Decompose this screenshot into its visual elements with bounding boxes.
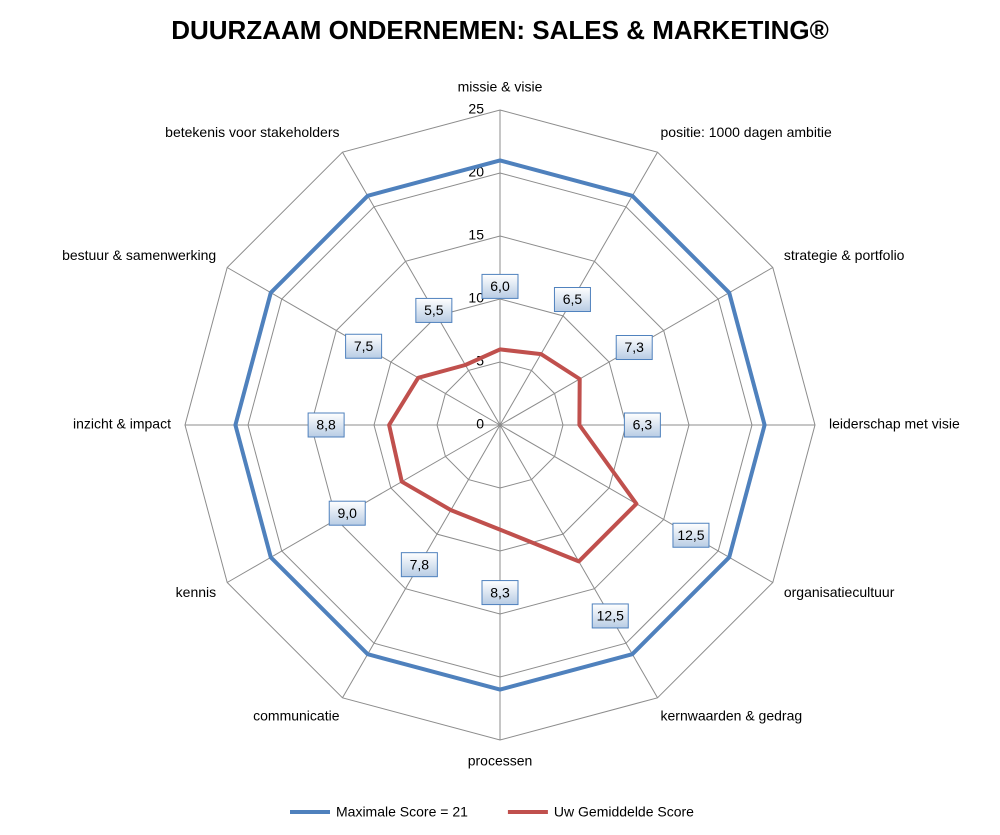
value-label: 5,5 [424, 302, 444, 318]
value-label-box [481, 580, 519, 606]
value-label: 7,5 [354, 338, 374, 354]
category-label: communicatie [253, 708, 340, 724]
value-label: 7,3 [624, 339, 644, 355]
value-label-box [623, 412, 661, 438]
category-label: processen [468, 753, 533, 769]
chart-title: DUURZAAM ONDERNEMEN: SALES & MARKETING® [171, 15, 829, 45]
value-label-box [345, 333, 383, 359]
value-label-box [307, 412, 345, 438]
category-label: positie: 1000 dagen ambitie [661, 124, 832, 140]
value-label: 12,5 [597, 608, 624, 624]
value-label-box [591, 603, 629, 629]
category-label: kernwaarden & gedrag [661, 708, 803, 724]
y-tick-label: 25 [468, 101, 484, 117]
category-label: kennis [176, 584, 216, 600]
value-label-box [481, 273, 519, 299]
category-label: missie & visie [458, 79, 543, 95]
category-label: betekenis voor stakeholders [165, 124, 339, 140]
value-label: 6,3 [633, 417, 653, 433]
y-tick-label: 5 [476, 353, 484, 369]
value-label: 9,0 [337, 505, 357, 521]
value-label: 12,5 [677, 527, 704, 543]
legend-label: Maximale Score = 21 [336, 804, 468, 820]
value-label-box [615, 335, 653, 361]
y-tick-label: 15 [468, 227, 484, 243]
y-tick-label: 0 [476, 416, 484, 432]
spoke [342, 151, 501, 426]
value-label: 8,8 [316, 417, 336, 433]
value-label-box [553, 287, 591, 313]
value-label: 6,0 [490, 278, 510, 294]
value-label-box [672, 522, 710, 548]
value-label: 7,8 [410, 556, 430, 572]
category-label: inzicht & impact [73, 416, 171, 432]
category-label: strategie & portfolio [784, 247, 905, 263]
value-label-box [415, 297, 453, 323]
legend-label: Uw Gemiddelde Score [554, 804, 694, 820]
category-label: organisatiecultuur [784, 584, 895, 600]
value-label: 6,5 [563, 291, 583, 307]
value-label-box [328, 500, 366, 526]
value-label: 8,3 [490, 584, 510, 600]
series-line [233, 158, 767, 692]
series-line [387, 347, 639, 564]
category-label: bestuur & samenwerking [62, 247, 216, 263]
y-tick-label: 10 [468, 290, 484, 306]
value-label-box [400, 552, 438, 578]
category-label: leiderschap met visie [829, 416, 960, 432]
